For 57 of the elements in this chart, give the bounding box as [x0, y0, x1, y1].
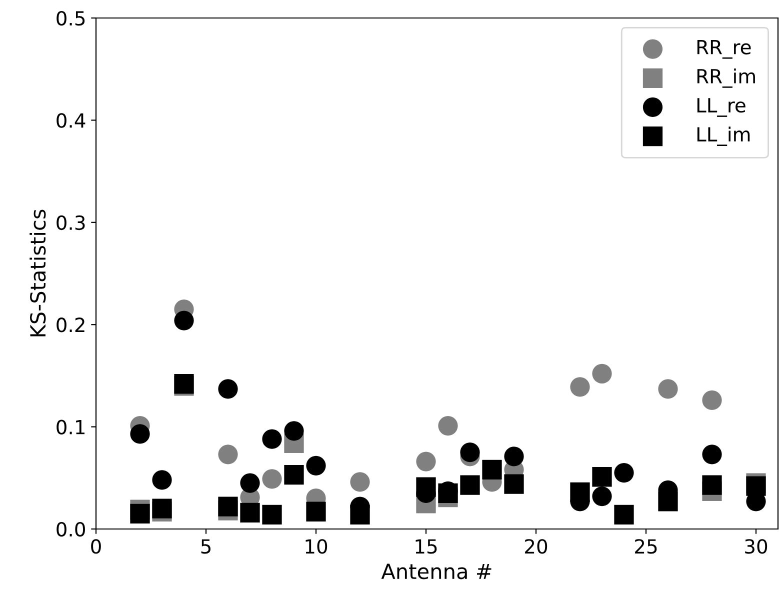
y-tick-label: 0.0	[56, 522, 85, 537]
point	[218, 444, 238, 464]
point	[284, 465, 304, 485]
point	[614, 462, 634, 483]
point	[130, 504, 150, 524]
point	[570, 377, 590, 397]
point	[702, 444, 722, 464]
point	[592, 486, 612, 506]
y-axis-title: KS-Statistics	[30, 210, 46, 336]
point	[592, 364, 612, 384]
legend-label: RR_im	[697, 68, 755, 88]
point	[438, 416, 458, 436]
y-tick-label: 0.3	[56, 215, 85, 230]
point	[284, 421, 304, 441]
y-tick-label: 0.2	[56, 318, 84, 332]
point	[350, 504, 370, 525]
point	[504, 474, 524, 494]
y-tick-label: 0.1	[56, 420, 84, 434]
point	[592, 467, 612, 487]
point	[262, 504, 282, 525]
legend-label: LL_im	[697, 126, 750, 146]
point	[218, 379, 238, 399]
point	[262, 469, 282, 489]
point	[460, 475, 480, 495]
x-axis-title: Antenna #	[381, 564, 492, 580]
x-tick-label: 5	[201, 539, 210, 554]
point	[218, 496, 238, 516]
point	[416, 477, 436, 497]
point	[240, 473, 260, 493]
x-tick-label: 20	[525, 539, 548, 554]
y-tick-label: 0.5	[56, 10, 85, 26]
point	[460, 442, 480, 462]
x-tick-label: 30	[745, 539, 768, 554]
point	[702, 475, 722, 495]
x-tick-label: 0	[91, 539, 101, 554]
x-tick-label: 15	[416, 539, 437, 554]
point	[416, 452, 436, 472]
point	[240, 502, 260, 522]
point	[504, 446, 524, 466]
point	[658, 492, 678, 512]
x-tick-label: 10	[306, 539, 328, 554]
point	[658, 379, 678, 399]
point	[262, 429, 282, 449]
point	[306, 502, 326, 522]
point	[152, 470, 172, 490]
legend-label: RR_re	[697, 40, 751, 59]
point	[614, 504, 634, 525]
legend-label: LL_re	[697, 98, 746, 117]
point	[702, 390, 722, 410]
point	[306, 456, 326, 476]
point	[130, 424, 150, 444]
x-tick-label: 25	[635, 539, 657, 554]
y-tick-label: 0.4	[56, 113, 86, 128]
point	[570, 482, 590, 502]
point	[174, 310, 194, 330]
point	[482, 460, 502, 480]
point	[350, 472, 370, 492]
